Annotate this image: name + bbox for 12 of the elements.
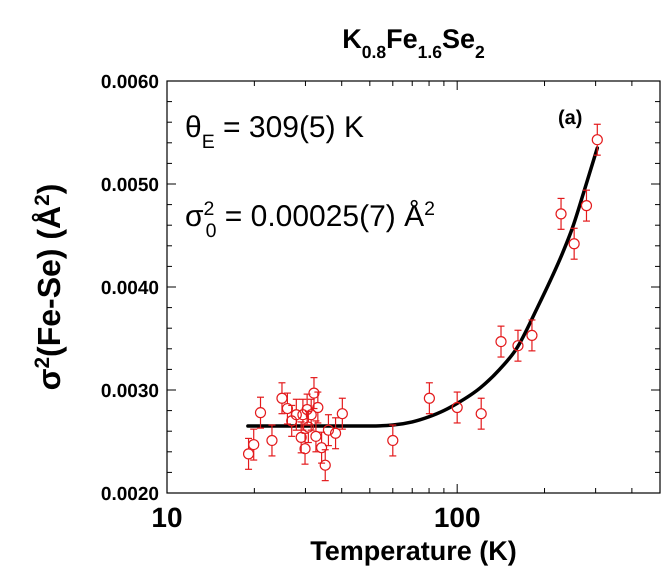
x-tick-label: 10 (151, 502, 183, 533)
x-axis-title: Temperature (K) (310, 536, 517, 566)
annotation: θ$_{E}$ = 309(5) K (185, 111, 364, 153)
y-tick-label: 0.0030 (100, 381, 159, 402)
annotation: σ$^{2}$$_{0}$ = 0.00025(7) Å$^{2}$ (185, 198, 435, 242)
y-tick-label: 0.0050 (100, 175, 159, 196)
chart-title: K$_{0.8}$Fe$_{1.6}$Se$_{2}$ (342, 24, 486, 62)
annotation: (a) (558, 107, 582, 129)
y-tick-label: 0.0040 (100, 278, 159, 299)
y-tick-label: 0.0020 (100, 484, 159, 505)
x-tick-label: 100 (434, 502, 481, 533)
y-tick-label: 0.0060 (100, 72, 159, 93)
